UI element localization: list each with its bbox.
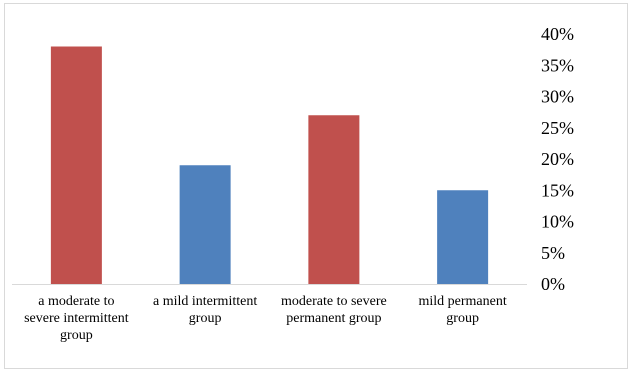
x-category-label-line: a moderate to: [38, 294, 114, 309]
bars-group: [50, 46, 489, 284]
y-tick-label: 40%: [541, 24, 574, 44]
x-category-label-line: permanent group: [286, 311, 381, 326]
x-category-label-line: moderate to severe: [281, 294, 387, 309]
y-tick-label: 5%: [541, 243, 565, 263]
y-tick-label: 20%: [541, 149, 574, 169]
bar-1: [50, 46, 102, 284]
y-tick-label: 0%: [541, 274, 565, 294]
x-category-label: mild permanent group: [418, 294, 506, 326]
y-tick-label: 10%: [541, 212, 574, 232]
x-category-label-line: mild permanent: [418, 294, 506, 309]
y-tick-label: 25%: [541, 118, 574, 138]
bar-4: [437, 190, 489, 284]
x-category-label: moderate to severe permanent group: [281, 294, 387, 326]
y-tick-label: 30%: [541, 87, 574, 107]
x-category-label: a mild intermittent group: [153, 294, 257, 326]
x-category-label-line: severe intermittent: [24, 311, 129, 326]
x-category-label: a moderate to severe intermittent group: [24, 294, 129, 343]
x-category-label-line: a mild intermittent: [153, 294, 257, 309]
x-category-label-line: group: [446, 311, 479, 326]
x-category-label-line: group: [60, 328, 93, 343]
bar-2: [179, 165, 231, 284]
x-category-label-line: group: [189, 311, 222, 326]
bar-3: [308, 115, 360, 284]
y-tick-label: 35%: [541, 55, 574, 75]
y-tick-label: 15%: [541, 180, 574, 200]
y-tick-labels: 0% 5% 10% 15% 20% 25% 30% 35% 40%: [541, 24, 574, 294]
